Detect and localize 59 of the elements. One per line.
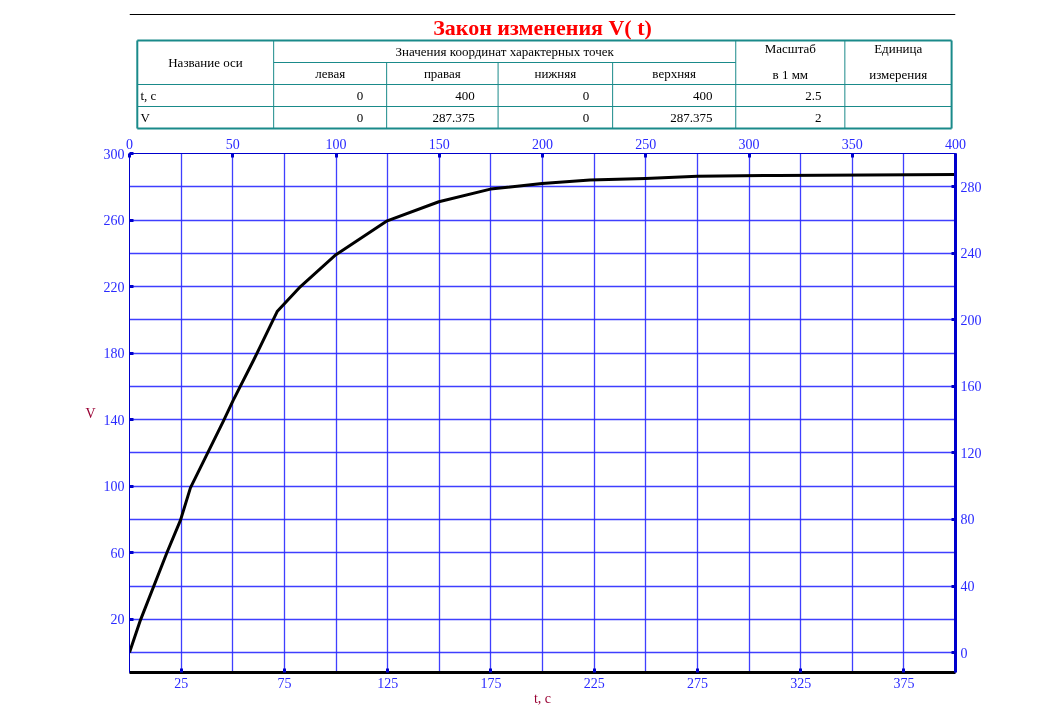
text: 2.5 bbox=[805, 87, 822, 103]
y2-tick-label: 40 bbox=[960, 579, 975, 594]
text: правая bbox=[423, 66, 461, 81]
text: 287.375 bbox=[432, 109, 475, 125]
y2-tick-label: 160 bbox=[960, 379, 982, 395]
y2-tick-label: 120 bbox=[960, 445, 982, 461]
y2-tick-label: 0 bbox=[960, 645, 968, 661]
y2-tick-label: 200 bbox=[960, 312, 982, 328]
text: 2 bbox=[814, 109, 822, 125]
text: в 1 мм bbox=[772, 67, 809, 82]
y2-tick-label: 280 bbox=[960, 179, 982, 195]
text: 0 bbox=[356, 87, 364, 103]
x-tick-label: 275 bbox=[686, 675, 708, 691]
y-axis-title: V bbox=[85, 405, 96, 421]
line-series bbox=[129, 173, 956, 655]
text: Масштаб bbox=[764, 41, 817, 56]
y-tick-label: 180 bbox=[103, 346, 125, 362]
text: Значения координат характерных точек bbox=[395, 44, 615, 59]
y-tick-label: 60 bbox=[110, 545, 125, 561]
text: Единица bbox=[874, 41, 923, 56]
x2-tick-label: 200 bbox=[532, 136, 553, 152]
y-tick-label: 20 bbox=[110, 612, 125, 628]
text: Название оси bbox=[168, 55, 243, 70]
y2-tick-label: 80 bbox=[960, 512, 975, 528]
text: нижняя bbox=[534, 66, 577, 81]
text: V bbox=[140, 110, 151, 125]
text: 0 bbox=[356, 109, 364, 125]
x-tick-label: 375 bbox=[893, 675, 915, 691]
x-tick-label: 75 bbox=[277, 675, 292, 691]
x2-tick-label: 350 bbox=[841, 136, 863, 152]
y-tick-label: 140 bbox=[103, 412, 125, 428]
text: 0 bbox=[582, 109, 590, 125]
x2-tick-label: 400 bbox=[945, 136, 966, 152]
x2-tick-label: 300 bbox=[738, 136, 760, 152]
text: 400 bbox=[455, 87, 475, 103]
y-tick-label: 300 bbox=[103, 146, 125, 162]
text: t, c bbox=[140, 88, 157, 103]
text: 400 bbox=[692, 87, 713, 103]
x-tick-label: 225 bbox=[583, 675, 605, 691]
text: 0 bbox=[582, 87, 590, 103]
x-axis-title: t, c bbox=[533, 690, 552, 706]
chart-title: Закон изменения V( t) bbox=[433, 15, 652, 40]
text: 287.375 bbox=[670, 109, 713, 125]
x-tick-label: 325 bbox=[790, 675, 812, 691]
text: измерения bbox=[869, 67, 928, 82]
text: левая bbox=[315, 66, 346, 81]
x-tick-label: 175 bbox=[480, 675, 502, 691]
y2-tick-label: 240 bbox=[960, 246, 982, 262]
text: верхняя bbox=[652, 66, 697, 81]
x-tick-label: 25 bbox=[174, 675, 189, 691]
x2-tick-label: 100 bbox=[325, 136, 347, 152]
y-tick-label: 260 bbox=[103, 213, 125, 229]
x2-tick-label: 50 bbox=[225, 136, 240, 152]
x2-tick-label: 0 bbox=[126, 136, 133, 152]
x2-tick-label: 250 bbox=[635, 136, 657, 152]
x2-tick-label: 150 bbox=[428, 136, 450, 152]
y-tick-label: 100 bbox=[103, 479, 125, 495]
x-tick-label: 125 bbox=[377, 675, 399, 691]
y-tick-label: 220 bbox=[103, 279, 125, 295]
